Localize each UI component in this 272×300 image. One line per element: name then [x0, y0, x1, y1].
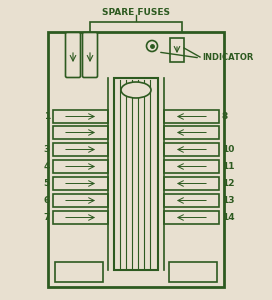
Bar: [164, 110, 219, 123]
Bar: [170, 38, 184, 62]
Bar: [164, 160, 219, 173]
Bar: [53, 160, 108, 173]
Text: 10: 10: [222, 145, 234, 154]
Bar: [53, 143, 108, 156]
Bar: [53, 194, 108, 207]
Text: 8: 8: [222, 112, 228, 121]
Text: 12: 12: [222, 179, 234, 188]
Text: 3: 3: [44, 145, 50, 154]
Text: 5: 5: [44, 179, 50, 188]
Bar: [164, 194, 219, 207]
Text: 13: 13: [222, 196, 234, 205]
Text: 7: 7: [44, 213, 50, 222]
Bar: [164, 143, 219, 156]
Bar: [90, 22, 182, 54]
Bar: [53, 211, 108, 224]
Bar: [164, 126, 219, 139]
FancyBboxPatch shape: [82, 32, 97, 77]
Bar: [164, 177, 219, 190]
Text: 1: 1: [44, 112, 50, 121]
Bar: [114, 78, 158, 270]
Text: 14: 14: [222, 213, 235, 222]
Ellipse shape: [121, 82, 151, 98]
Bar: [164, 211, 219, 224]
Bar: [53, 126, 108, 139]
Bar: [169, 262, 217, 282]
Text: 6: 6: [44, 196, 50, 205]
Text: 4: 4: [44, 162, 50, 171]
Bar: [48, 32, 224, 287]
FancyBboxPatch shape: [66, 32, 81, 77]
Bar: [53, 177, 108, 190]
Text: 11: 11: [222, 162, 234, 171]
Text: INDICATOR: INDICATOR: [202, 53, 254, 62]
Bar: [55, 262, 103, 282]
Text: SPARE FUSES: SPARE FUSES: [102, 8, 170, 17]
Bar: [53, 110, 108, 123]
